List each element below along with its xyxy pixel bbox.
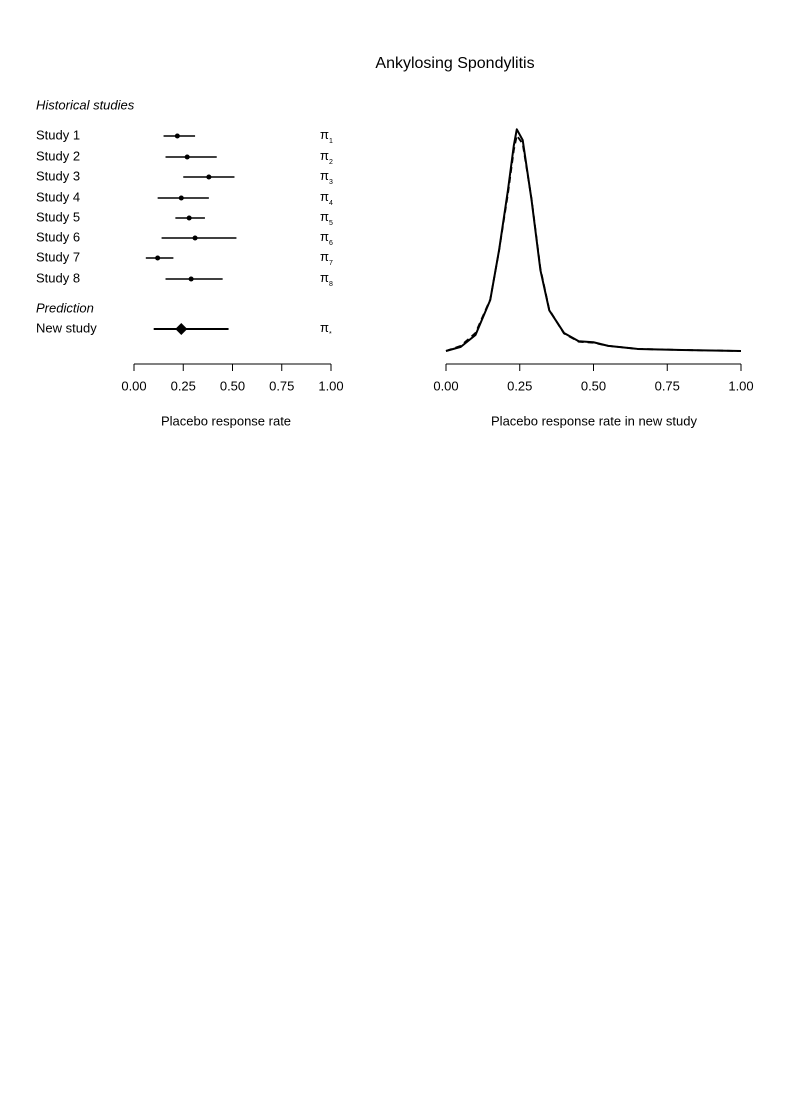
parameter-symbol: π: [320, 189, 329, 204]
row-label: Study 6: [36, 229, 80, 244]
density-line: [445, 128, 742, 352]
parameter-subscript: 7: [329, 260, 333, 267]
x-tick-label: 0.25: [171, 378, 196, 393]
point-estimate: [192, 235, 198, 241]
parameter-symbol: π: [320, 168, 329, 183]
parameter-label: π5: [320, 209, 333, 226]
row-label: Study 1: [36, 127, 80, 142]
x-tick-label: 0.25: [507, 378, 532, 393]
parameter-subscript: 1: [329, 138, 333, 145]
parameter-symbol: π: [320, 320, 329, 335]
x-tick-label: 0.75: [655, 378, 680, 393]
point-estimate: [186, 215, 192, 221]
parameter-subscript: 2: [329, 159, 333, 166]
parameter-label: π2: [320, 148, 333, 165]
row-label: New study: [36, 320, 97, 335]
x-tick-label: 0.75: [269, 378, 294, 393]
row-label: Study 7: [36, 249, 80, 264]
point-estimate: [206, 174, 212, 180]
x-tick-label: 0.50: [581, 378, 606, 393]
parameter-label: π4: [320, 189, 333, 206]
parameter-subscript: *: [329, 331, 332, 338]
parameter-subscript: 3: [329, 179, 333, 186]
parameter-symbol: π: [320, 249, 329, 264]
point-estimate: [178, 195, 184, 201]
density-line: [445, 134, 742, 352]
x-axis-label: Placebo response rate: [161, 413, 291, 428]
parameter-subscript: 6: [329, 240, 333, 247]
parameter-symbol: π: [320, 209, 329, 224]
point-estimate: [155, 255, 161, 261]
parameter-label: π3: [320, 168, 333, 185]
x-axis-label: Placebo response rate in new study: [491, 413, 697, 428]
point-estimate: [184, 154, 190, 160]
x-tick-label: 0.50: [220, 378, 245, 393]
row-label: Study 5: [36, 209, 80, 224]
row-label: Study 8: [36, 270, 80, 285]
point-estimate: [188, 276, 194, 282]
parameter-label: π6: [320, 229, 333, 246]
parameter-label: π*: [320, 320, 332, 337]
parameter-symbol: π: [320, 229, 329, 244]
prediction-estimate: [175, 323, 188, 335]
x-tick-label: 0.00: [121, 378, 146, 393]
parameter-subscript: 8: [329, 281, 333, 288]
x-tick-label: 1.00: [318, 378, 343, 393]
group-label: Prediction: [36, 300, 94, 315]
x-tick-label: 0.00: [433, 378, 458, 393]
parameter-symbol: π: [320, 148, 329, 163]
row-label: Study 3: [36, 168, 80, 183]
row-label: Study 2: [36, 148, 80, 163]
parameter-label: π1: [320, 127, 333, 144]
group-label: Historical studies: [36, 97, 135, 112]
parameter-label: π8: [320, 270, 333, 287]
parameter-symbol: π: [320, 127, 329, 142]
parameter-subscript: 5: [329, 220, 333, 227]
row-label: Study 4: [36, 189, 80, 204]
point-estimate: [174, 133, 180, 139]
parameter-subscript: 4: [329, 200, 333, 207]
parameter-label: π7: [320, 249, 333, 266]
parameter-symbol: π: [320, 270, 329, 285]
chart-title: Ankylosing Spondylitis: [375, 55, 534, 72]
x-tick-label: 1.00: [728, 378, 753, 393]
